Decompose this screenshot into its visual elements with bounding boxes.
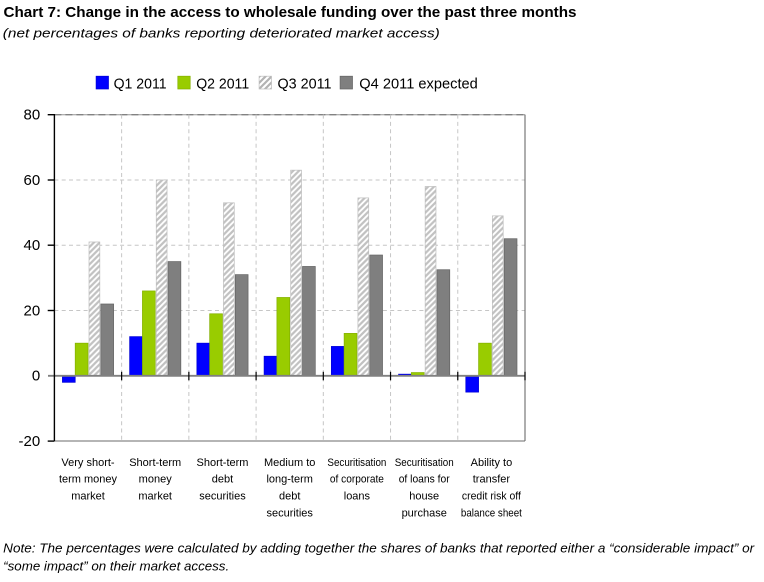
svg-text:Q4 2011 expected: Q4 2011 expected [359, 75, 478, 92]
svg-text:Short-term: Short-term [129, 457, 181, 469]
svg-text:Securitisation: Securitisation [395, 457, 454, 469]
svg-text:loans: loans [344, 491, 371, 503]
svg-text:Very short-: Very short- [61, 457, 115, 469]
svg-text:transfer: transfer [473, 474, 511, 486]
svg-text:long-term: long-term [266, 474, 312, 486]
svg-text:60: 60 [24, 172, 41, 189]
svg-text:of corporate: of corporate [330, 474, 384, 486]
svg-text:40: 40 [24, 237, 41, 254]
svg-text:“some impact” on their market: “some impact” on their market access. [3, 559, 229, 573]
svg-text:of loans for: of loans for [399, 474, 450, 486]
svg-text:debt: debt [279, 491, 300, 503]
svg-text:balance sheet: balance sheet [461, 507, 522, 519]
svg-text:Note: The percentages were cal: Note: The percentages were calculated by… [3, 542, 755, 556]
svg-text:Chart 7: Change in the access: Chart 7: Change in the access to wholesa… [4, 4, 577, 21]
svg-text:Medium to: Medium to [264, 457, 315, 469]
svg-text:0: 0 [32, 368, 40, 385]
svg-text:20: 20 [24, 302, 41, 319]
svg-text:securities: securities [199, 491, 246, 503]
svg-text:Ability to: Ability to [471, 457, 513, 469]
svg-text:Q3 2011: Q3 2011 [278, 75, 332, 92]
svg-text:purchase: purchase [402, 507, 447, 519]
svg-text:Short-term: Short-term [197, 457, 249, 469]
svg-text:house: house [409, 491, 439, 503]
svg-text:80: 80 [24, 107, 41, 124]
svg-text:Q1 2011: Q1 2011 [114, 75, 167, 92]
svg-text:market: market [138, 491, 172, 503]
svg-text:money: money [139, 474, 173, 486]
svg-text:credit risk off: credit risk off [462, 491, 522, 503]
svg-text:Securitisation: Securitisation [327, 457, 386, 469]
svg-text:Q2 2011: Q2 2011 [196, 75, 249, 92]
svg-text:debt: debt [212, 474, 233, 486]
svg-text:market: market [71, 491, 105, 503]
svg-text:(net percentages of banks repo: (net percentages of banks reporting dete… [3, 26, 440, 41]
svg-text:-20: -20 [19, 433, 41, 450]
svg-text:term money: term money [59, 474, 118, 486]
svg-text:securities: securities [266, 507, 313, 519]
